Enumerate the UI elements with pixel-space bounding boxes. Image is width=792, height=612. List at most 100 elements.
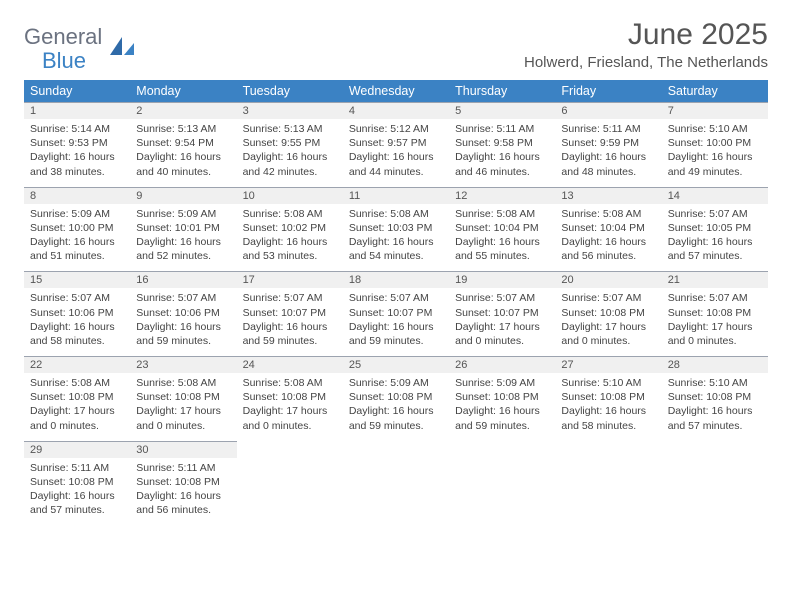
sunset-line: Sunset: 10:08 PM (668, 306, 762, 320)
day-number-cell: 29 (24, 441, 130, 458)
sunset-line: Sunset: 10:00 PM (30, 221, 124, 235)
logo-text-block: General Blue (24, 24, 102, 74)
day-detail-cell: Sunrise: 5:08 AMSunset: 10:08 PMDaylight… (237, 373, 343, 441)
day-detail-cell: Sunrise: 5:07 AMSunset: 10:07 PMDaylight… (343, 288, 449, 356)
sunrise-line: Sunrise: 5:09 AM (30, 207, 124, 221)
day-detail-cell: Sunrise: 5:08 AMSunset: 10:02 PMDaylight… (237, 204, 343, 272)
day-detail-cell: Sunrise: 5:13 AMSunset: 9:54 PMDaylight:… (130, 119, 236, 187)
daylight-line: Daylight: 16 hours and 48 minutes. (561, 150, 655, 178)
sunrise-line: Sunrise: 5:07 AM (561, 291, 655, 305)
daylight-line: Daylight: 17 hours and 0 minutes. (561, 320, 655, 348)
sunrise-line: Sunrise: 5:08 AM (243, 207, 337, 221)
day-number-cell: 8 (24, 187, 130, 204)
day-detail-cell: Sunrise: 5:07 AMSunset: 10:08 PMDaylight… (555, 288, 661, 356)
sunset-line: Sunset: 10:08 PM (668, 390, 762, 404)
day-number-cell: 9 (130, 187, 236, 204)
sunrise-line: Sunrise: 5:07 AM (668, 291, 762, 305)
daylight-line: Daylight: 16 hours and 40 minutes. (136, 150, 230, 178)
day-number-cell (449, 441, 555, 458)
day-number-cell: 7 (662, 103, 768, 120)
sunset-line: Sunset: 10:08 PM (455, 390, 549, 404)
weekday-header: Wednesday (343, 80, 449, 103)
weekday-row: SundayMondayTuesdayWednesdayThursdayFrid… (24, 80, 768, 103)
daylight-line: Daylight: 16 hours and 38 minutes. (30, 150, 124, 178)
daylight-line: Daylight: 16 hours and 56 minutes. (561, 235, 655, 263)
sunset-line: Sunset: 10:08 PM (243, 390, 337, 404)
daylight-line: Daylight: 16 hours and 46 minutes. (455, 150, 549, 178)
day-number-cell: 19 (449, 272, 555, 289)
sunset-line: Sunset: 10:08 PM (136, 475, 230, 489)
day-number-cell: 16 (130, 272, 236, 289)
day-number-cell: 23 (130, 357, 236, 374)
sunset-line: Sunset: 10:08 PM (30, 475, 124, 489)
day-number-cell (662, 441, 768, 458)
day-number-cell: 10 (237, 187, 343, 204)
day-detail-cell: Sunrise: 5:08 AMSunset: 10:03 PMDaylight… (343, 204, 449, 272)
sunrise-line: Sunrise: 5:07 AM (668, 207, 762, 221)
day-number-cell: 18 (343, 272, 449, 289)
sunset-line: Sunset: 10:04 PM (455, 221, 549, 235)
sunset-line: Sunset: 10:08 PM (30, 390, 124, 404)
sunset-line: Sunset: 10:03 PM (349, 221, 443, 235)
day-detail-cell: Sunrise: 5:14 AMSunset: 9:53 PMDaylight:… (24, 119, 130, 187)
day-number-row: 1234567 (24, 103, 768, 120)
day-number-cell: 14 (662, 187, 768, 204)
daylight-line: Daylight: 17 hours and 0 minutes. (30, 404, 124, 432)
day-detail-cell: Sunrise: 5:10 AMSunset: 10:08 PMDaylight… (555, 373, 661, 441)
day-detail-row: Sunrise: 5:08 AMSunset: 10:08 PMDaylight… (24, 373, 768, 441)
sunrise-line: Sunrise: 5:07 AM (455, 291, 549, 305)
day-detail-cell: Sunrise: 5:07 AMSunset: 10:07 PMDaylight… (449, 288, 555, 356)
sunset-line: Sunset: 10:02 PM (243, 221, 337, 235)
sunset-line: Sunset: 9:53 PM (30, 136, 124, 150)
day-number-row: 22232425262728 (24, 357, 768, 374)
day-number-cell: 11 (343, 187, 449, 204)
daylight-line: Daylight: 17 hours and 0 minutes. (668, 320, 762, 348)
brand-logo: General Blue (24, 18, 136, 74)
sunrise-line: Sunrise: 5:09 AM (136, 207, 230, 221)
day-detail-cell: Sunrise: 5:09 AMSunset: 10:08 PMDaylight… (449, 373, 555, 441)
title-block: June 2025 Holwerd, Friesland, The Nether… (524, 18, 768, 71)
day-detail-cell: Sunrise: 5:07 AMSunset: 10:05 PMDaylight… (662, 204, 768, 272)
calendar-page: General Blue June 2025 Holwerd, Frieslan… (0, 0, 792, 612)
sunrise-line: Sunrise: 5:12 AM (349, 122, 443, 136)
day-detail-cell: Sunrise: 5:09 AMSunset: 10:00 PMDaylight… (24, 204, 130, 272)
day-detail-cell: Sunrise: 5:07 AMSunset: 10:06 PMDaylight… (24, 288, 130, 356)
daylight-line: Daylight: 16 hours and 59 minutes. (136, 320, 230, 348)
sunset-line: Sunset: 9:55 PM (243, 136, 337, 150)
day-detail-cell: Sunrise: 5:08 AMSunset: 10:08 PMDaylight… (130, 373, 236, 441)
sunrise-line: Sunrise: 5:14 AM (30, 122, 124, 136)
day-detail-cell: Sunrise: 5:10 AMSunset: 10:00 PMDaylight… (662, 119, 768, 187)
day-detail-cell (449, 458, 555, 526)
sunrise-line: Sunrise: 5:10 AM (668, 376, 762, 390)
day-detail-row: Sunrise: 5:11 AMSunset: 10:08 PMDaylight… (24, 458, 768, 526)
sunrise-line: Sunrise: 5:11 AM (455, 122, 549, 136)
day-number-cell: 4 (343, 103, 449, 120)
day-number-cell (343, 441, 449, 458)
day-detail-cell: Sunrise: 5:07 AMSunset: 10:08 PMDaylight… (662, 288, 768, 356)
sunset-line: Sunset: 10:08 PM (561, 390, 655, 404)
daylight-line: Daylight: 16 hours and 53 minutes. (243, 235, 337, 263)
daylight-line: Daylight: 16 hours and 49 minutes. (668, 150, 762, 178)
sunset-line: Sunset: 10:06 PM (136, 306, 230, 320)
day-number-cell: 12 (449, 187, 555, 204)
day-detail-cell (343, 458, 449, 526)
sunset-line: Sunset: 10:07 PM (243, 306, 337, 320)
day-detail-cell: Sunrise: 5:07 AMSunset: 10:07 PMDaylight… (237, 288, 343, 356)
sunrise-line: Sunrise: 5:10 AM (668, 122, 762, 136)
day-detail-cell: Sunrise: 5:11 AMSunset: 9:58 PMDaylight:… (449, 119, 555, 187)
sunrise-line: Sunrise: 5:07 AM (136, 291, 230, 305)
day-number-row: 2930 (24, 441, 768, 458)
day-detail-row: Sunrise: 5:09 AMSunset: 10:00 PMDaylight… (24, 204, 768, 272)
page-title: June 2025 (524, 18, 768, 52)
day-detail-cell: Sunrise: 5:12 AMSunset: 9:57 PMDaylight:… (343, 119, 449, 187)
weekday-header: Friday (555, 80, 661, 103)
day-detail-cell (237, 458, 343, 526)
daylight-line: Daylight: 16 hours and 57 minutes. (668, 235, 762, 263)
day-detail-cell: Sunrise: 5:09 AMSunset: 10:08 PMDaylight… (343, 373, 449, 441)
sunrise-line: Sunrise: 5:08 AM (136, 376, 230, 390)
day-number-cell: 30 (130, 441, 236, 458)
day-number-cell: 27 (555, 357, 661, 374)
brand-sub: Blue (42, 48, 102, 74)
daylight-line: Daylight: 16 hours and 59 minutes. (349, 404, 443, 432)
daylight-line: Daylight: 17 hours and 0 minutes. (455, 320, 549, 348)
